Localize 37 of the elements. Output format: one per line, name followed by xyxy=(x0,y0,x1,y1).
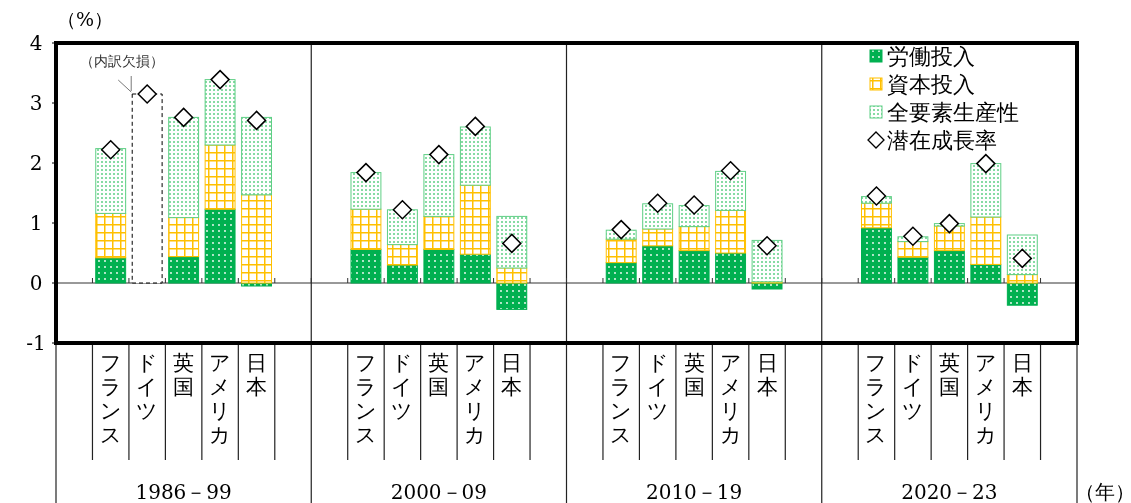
text: （年） xyxy=(1075,480,1131,503)
y-tick-label: 2 xyxy=(29,151,43,175)
x-tick-label: ドイツ xyxy=(646,351,669,423)
text: 2010－19 xyxy=(645,480,743,503)
x-tick-label: 日本 xyxy=(501,351,523,399)
x-tick-label: アメリカ xyxy=(719,351,742,447)
y-tick-label: 1 xyxy=(29,211,43,235)
x-tick-label: 英国 xyxy=(683,351,705,399)
y-tick-label: 0 xyxy=(29,271,43,295)
legend-label: 資本投入 xyxy=(887,72,975,97)
legend-label: 潜在成長率 xyxy=(887,128,997,153)
x-tick-label: ドイツ xyxy=(391,351,414,423)
x-tick-label: 日本 xyxy=(246,351,268,399)
y-tick-label: 4 xyxy=(29,31,43,55)
x-tick-label: フランス xyxy=(865,351,888,447)
legend-label: 全要素生産性 xyxy=(887,100,1019,125)
text: 2000－09 xyxy=(390,480,488,503)
x-tick-label: ドイツ xyxy=(901,351,924,423)
x-tick-label: アメリカ xyxy=(974,351,997,447)
annotation: （内訳欠損） xyxy=(80,53,164,69)
text: 1986－99 xyxy=(135,480,232,503)
x-tick-label: アメリカ xyxy=(464,351,487,447)
x-tick-label: ドイツ xyxy=(136,351,159,423)
text: 2020－23 xyxy=(901,480,998,503)
x-tick-label: 日本 xyxy=(1011,351,1033,399)
x-tick-label: フランス xyxy=(99,351,122,447)
y-tick-label: -1 xyxy=(26,331,46,355)
x-tick-label: 英国 xyxy=(428,351,450,399)
x-tick-label: 日本 xyxy=(756,351,778,399)
x-tick-label: アメリカ xyxy=(209,351,232,447)
legend-label: 労働投入 xyxy=(887,44,975,69)
x-tick-label: 英国 xyxy=(173,351,195,399)
y-tick-label: 3 xyxy=(29,91,43,115)
x-tick-label: フランス xyxy=(354,351,377,447)
x-tick-label: 英国 xyxy=(938,351,960,399)
x-tick-label: フランス xyxy=(610,351,633,447)
y-axis-title: （%） xyxy=(56,8,114,30)
